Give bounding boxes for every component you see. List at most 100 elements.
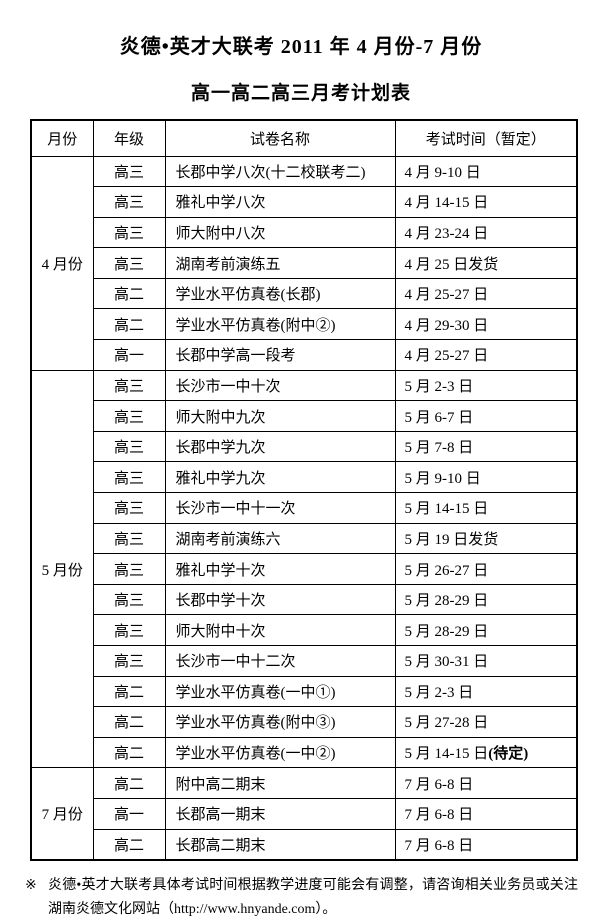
- grade-cell: 高三: [92, 614, 166, 646]
- grade-cell: 高三: [92, 186, 166, 218]
- grade-cell: 高三: [92, 155, 166, 188]
- table-row: 高三 师大附中八次 4 月 23-24 日: [31, 216, 578, 249]
- paper-name-cell: 长沙市一中十二次: [164, 645, 396, 677]
- paper-name-cell: 学业水平仿真卷(一中①): [164, 675, 396, 708]
- grade-cell: 高三: [92, 583, 166, 616]
- month-cell: 4 月份: [30, 155, 94, 371]
- grade-cell: 高三: [92, 400, 166, 432]
- exam-time-cell: 5 月 14-15 日(待定): [394, 736, 578, 769]
- table-row: 5 月份 高三 长沙市一中十次 5 月 2-3 日: [30, 369, 578, 769]
- table-row: 高三 湖南考前演练五 4 月 25 日发货: [31, 247, 578, 279]
- paper-name-cell: 长郡中学八次(十二校联考二): [164, 155, 396, 188]
- exam-time-cell: 4 月 23-24 日: [394, 216, 578, 249]
- paper-name-cell: 长郡高一期末: [164, 797, 396, 830]
- paper-name-cell: 学业水平仿真卷(长郡): [164, 277, 396, 310]
- paper-name-cell: 长郡中学十次: [164, 583, 396, 616]
- paper-name-cell: 雅礼中学八次: [164, 186, 396, 218]
- time-note: (待定): [488, 746, 529, 763]
- exam-time-cell: 5 月 27-28 日: [394, 706, 578, 738]
- exam-time-cell: 5 月 28-29 日: [394, 583, 578, 616]
- grade-cell: 高三: [92, 216, 166, 249]
- grade-cell: 高三: [92, 492, 166, 524]
- month-cell: 5 月份: [30, 369, 94, 769]
- exam-time-cell: 4 月 25-27 日: [394, 277, 578, 310]
- grade-cell: 高一: [92, 797, 166, 830]
- paper-name-cell: 长沙市一中十一次: [164, 492, 396, 524]
- grade-cell: 高一: [92, 339, 166, 371]
- grade-cell: 高二: [92, 828, 166, 861]
- exam-time-cell: 4 月 9-10 日: [394, 155, 578, 188]
- table-row: 高二 长郡高二期末 7 月 6-8 日: [31, 828, 578, 861]
- table-row: 高三 雅礼中学九次 5 月 9-10 日: [31, 461, 578, 494]
- exam-time-cell: 4 月 14-15 日: [394, 186, 578, 218]
- paper-name-cell: 长郡中学九次: [164, 430, 396, 463]
- paper-name-cell: 雅礼中学九次: [164, 461, 396, 494]
- grade-cell: 高三: [92, 645, 166, 677]
- paper-name-cell: 师大附中十次: [164, 614, 396, 646]
- table-row: 高三 雅礼中学八次 4 月 14-15 日: [31, 186, 578, 218]
- footnote: ※ 炎德•英才大联考具体考试时间根据教学进度可能会有调整，请咨询相关业务员或关注…: [25, 874, 578, 922]
- grade-cell: 高三: [92, 430, 166, 463]
- grade-cell: 高二: [92, 736, 166, 769]
- exam-time-cell: 5 月 28-29 日: [394, 614, 578, 646]
- table-row: 高三 师大附中十次 5 月 28-29 日: [31, 614, 578, 646]
- document-title: 炎德•英才大联考 2011 年 4 月份-7 月份: [119, 36, 483, 58]
- table-row: 高一 长郡中学高一段考 4 月 25-27 日: [31, 339, 578, 371]
- paper-name-cell: 学业水平仿真卷(附中③): [164, 706, 396, 738]
- exam-time-cell: 5 月 2-3 日: [394, 369, 578, 402]
- paper-name-cell: 学业水平仿真卷(附中②): [164, 308, 396, 341]
- table-row: 高三 长沙市一中十二次 5 月 30-31 日: [31, 645, 578, 677]
- grade-cell: 高三: [92, 522, 166, 555]
- paper-name-cell: 长郡高二期末: [164, 828, 396, 861]
- exam-time-cell: 4 月 25-27 日: [394, 339, 578, 371]
- schedule-table-body: 4 月份 高三 长郡中学八次(十二校联考二) 4 月 9-10 日高三 雅礼中学八次 4 …: [30, 155, 578, 861]
- grade-cell: 高二: [92, 675, 166, 708]
- exam-time-cell: 5 月 14-15 日: [394, 492, 578, 524]
- exam-time-cell: 7 月 6-8 日: [394, 797, 578, 830]
- table-row: 高二 学业水平仿真卷(一中①) 5 月 2-3 日: [31, 675, 578, 708]
- table-row: 高三 长郡中学十次 5 月 28-29 日: [31, 583, 578, 616]
- grade-cell: 高二: [92, 277, 166, 310]
- exam-time-cell: 5 月 26-27 日: [394, 553, 578, 585]
- exam-time-cell: 5 月 7-8 日: [394, 430, 578, 463]
- paper-name-cell: 师大附中九次: [164, 400, 396, 432]
- exam-time-cell: 5 月 6-7 日: [394, 400, 578, 432]
- table-row: 高二 学业水平仿真卷(一中②) 5 月 14-15 日(待定): [31, 736, 578, 769]
- grade-cell: 高三: [92, 369, 166, 402]
- header-paper: 试卷名称: [164, 119, 396, 157]
- grade-cell: 高三: [92, 553, 166, 585]
- table-row: 高二 学业水平仿真卷(长郡) 4 月 25-27 日: [31, 277, 578, 310]
- exam-time-cell: 5 月 9-10 日: [394, 461, 578, 494]
- exam-time-cell: 4 月 25 日发货: [394, 247, 578, 279]
- table-row: 高二 学业水平仿真卷(附中③) 5 月 27-28 日: [31, 706, 578, 738]
- grade-cell: 高三: [92, 461, 166, 494]
- document-subtitle: 高一高二高三月考计划表: [190, 83, 411, 104]
- paper-name-cell: 湖南考前演练六: [164, 522, 396, 555]
- exam-time-cell: 5 月 2-3 日: [394, 675, 578, 708]
- footnote-marker: ※: [25, 877, 37, 893]
- grade-cell: 高二: [92, 706, 166, 738]
- grade-cell: 高二: [92, 767, 166, 799]
- exam-time-cell: 4 月 29-30 日: [394, 308, 578, 341]
- exam-time-cell: 5 月 19 日发货: [394, 522, 578, 555]
- paper-name-cell: 师大附中八次: [164, 216, 396, 249]
- paper-name-cell: 学业水平仿真卷(一中②): [164, 736, 396, 769]
- table-row: 高三 长沙市一中十一次 5 月 14-15 日: [31, 492, 578, 524]
- table-row: 4 月份 高三 长郡中学八次(十二校联考二) 4 月 9-10 日: [30, 155, 578, 371]
- footnote-text: 炎德•英才大联考具体考试时间根据教学进度可能会有调整，请咨询相关业务员或关注湖南…: [48, 877, 578, 917]
- table-row: 高三 长郡中学九次 5 月 7-8 日: [31, 430, 578, 463]
- table-row: 高一 长郡高一期末 7 月 6-8 日: [31, 797, 578, 830]
- paper-name-cell: 长沙市一中十次: [164, 369, 396, 402]
- header-grade: 年级: [92, 119, 166, 157]
- table-row: 高三 雅礼中学十次 5 月 26-27 日: [31, 553, 578, 585]
- grade-cell: 高三: [92, 247, 166, 279]
- paper-name-cell: 雅礼中学十次: [164, 553, 396, 585]
- paper-name-cell: 附中高二期末: [164, 767, 396, 799]
- table-row: 高二 学业水平仿真卷(附中②) 4 月 29-30 日: [31, 308, 578, 341]
- header-time: 考试时间（暂定）: [394, 119, 578, 157]
- month-cell: 7 月份: [30, 767, 94, 861]
- exam-schedule-table: 月份 年级 试卷名称 考试时间（暂定） 4 月份 高三 长郡中学八次(十二校联考二)…: [30, 119, 578, 861]
- exam-time-cell: 7 月 6-8 日: [394, 767, 578, 799]
- header-month: 月份: [30, 119, 94, 157]
